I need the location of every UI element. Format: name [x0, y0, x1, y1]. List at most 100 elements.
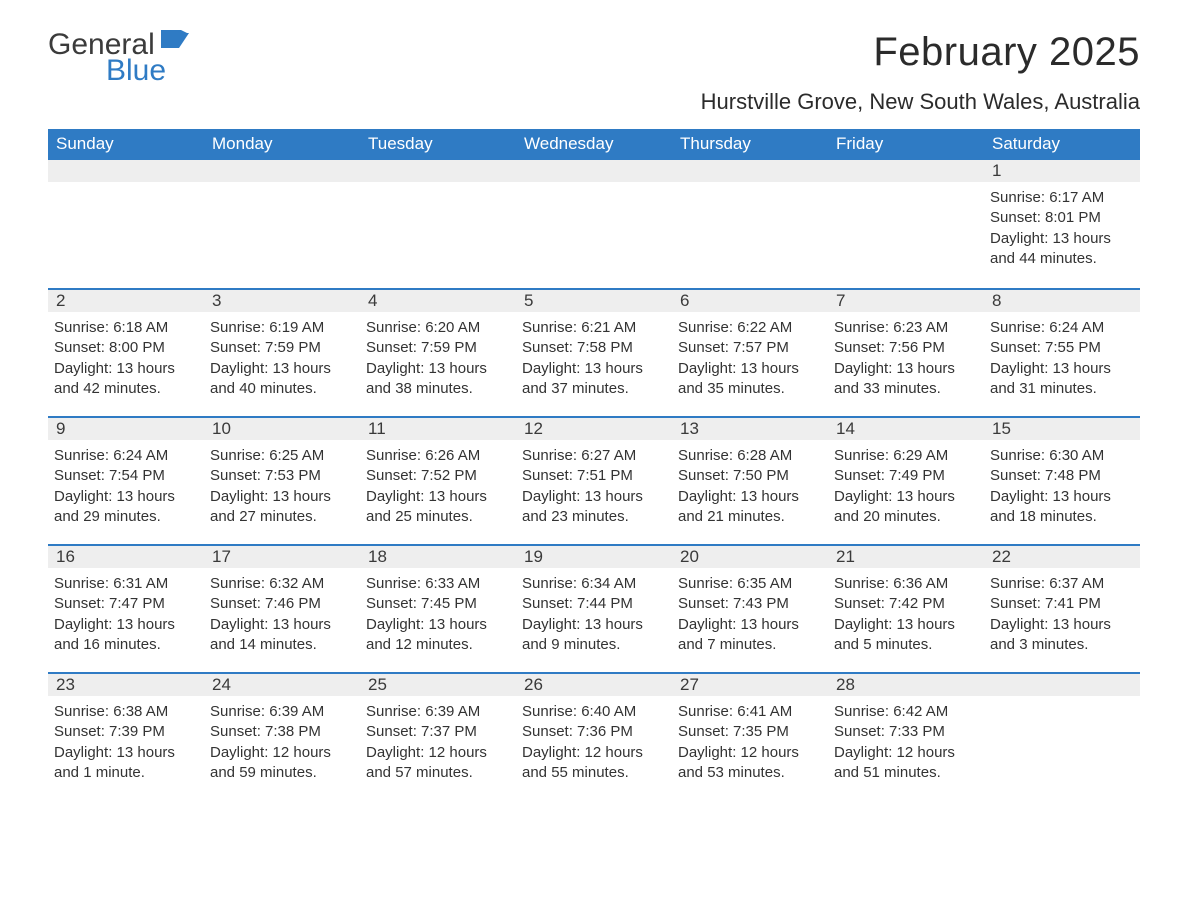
daylight-text: Daylight: 13 hours and 42 minutes. [54, 359, 198, 400]
calendar-day-cell: 3Sunrise: 6:19 AMSunset: 7:59 PMDaylight… [204, 290, 360, 416]
day-number-band [204, 160, 360, 182]
day-number-band: 21 [828, 546, 984, 568]
day-number-band: 14 [828, 418, 984, 440]
calendar-day-cell [984, 674, 1140, 800]
day-number-band [828, 160, 984, 182]
day-details: Sunrise: 6:36 AMSunset: 7:42 PMDaylight:… [834, 574, 978, 655]
day-details: Sunrise: 6:35 AMSunset: 7:43 PMDaylight:… [678, 574, 822, 655]
daylight-text: Daylight: 12 hours and 51 minutes. [834, 743, 978, 784]
sunrise-text: Sunrise: 6:35 AM [678, 574, 822, 594]
day-number-band [516, 160, 672, 182]
daylight-text: Daylight: 13 hours and 31 minutes. [990, 359, 1134, 400]
day-details: Sunrise: 6:31 AMSunset: 7:47 PMDaylight:… [54, 574, 198, 655]
day-number: 23 [50, 675, 75, 694]
sunset-text: Sunset: 7:37 PM [366, 722, 510, 742]
day-number-band: 24 [204, 674, 360, 696]
day-details: Sunrise: 6:21 AMSunset: 7:58 PMDaylight:… [522, 318, 666, 399]
day-details: Sunrise: 6:39 AMSunset: 7:38 PMDaylight:… [210, 702, 354, 783]
day-number: 25 [362, 675, 387, 694]
calendar-day-cell [516, 160, 672, 288]
day-number-band: 8 [984, 290, 1140, 312]
day-number-band: 25 [360, 674, 516, 696]
sunset-text: Sunset: 7:44 PM [522, 594, 666, 614]
daylight-text: Daylight: 13 hours and 7 minutes. [678, 615, 822, 656]
daylight-text: Daylight: 13 hours and 25 minutes. [366, 487, 510, 528]
day-details: Sunrise: 6:24 AMSunset: 7:54 PMDaylight:… [54, 446, 198, 527]
dow-tuesday: Tuesday [360, 129, 516, 160]
day-number: 8 [986, 291, 1001, 310]
day-number-band [984, 674, 1140, 696]
day-number-band: 11 [360, 418, 516, 440]
sunset-text: Sunset: 7:38 PM [210, 722, 354, 742]
day-details: Sunrise: 6:37 AMSunset: 7:41 PMDaylight:… [990, 574, 1134, 655]
sunrise-text: Sunrise: 6:31 AM [54, 574, 198, 594]
daylight-text: Daylight: 13 hours and 29 minutes. [54, 487, 198, 528]
calendar-day-cell: 25Sunrise: 6:39 AMSunset: 7:37 PMDayligh… [360, 674, 516, 800]
sunrise-text: Sunrise: 6:38 AM [54, 702, 198, 722]
sunrise-text: Sunrise: 6:24 AM [54, 446, 198, 466]
day-number: 6 [674, 291, 689, 310]
daylight-text: Daylight: 13 hours and 5 minutes. [834, 615, 978, 656]
day-details: Sunrise: 6:25 AMSunset: 7:53 PMDaylight:… [210, 446, 354, 527]
sunset-text: Sunset: 7:45 PM [366, 594, 510, 614]
day-number [986, 675, 992, 694]
calendar-day-cell [48, 160, 204, 288]
calendar-week: 1Sunrise: 6:17 AMSunset: 8:01 PMDaylight… [48, 160, 1140, 288]
daylight-text: Daylight: 13 hours and 20 minutes. [834, 487, 978, 528]
day-number: 3 [206, 291, 221, 310]
calendar-week: 9Sunrise: 6:24 AMSunset: 7:54 PMDaylight… [48, 416, 1140, 544]
sunset-text: Sunset: 7:52 PM [366, 466, 510, 486]
calendar-day-cell: 21 Sunrise: 6:36 AMSunset: 7:42 PMDayligh… [828, 546, 984, 672]
sunrise-text: Sunrise: 6:29 AM [834, 446, 978, 466]
location-subtitle: Hurstville Grove, New South Wales, Austr… [701, 89, 1140, 115]
sunset-text: Sunset: 7:42 PM [834, 594, 978, 614]
day-number: 24 [206, 675, 231, 694]
daylight-text: Daylight: 13 hours and 14 minutes. [210, 615, 354, 656]
calendar-day-cell: 4Sunrise: 6:20 AMSunset: 7:59 PMDaylight… [360, 290, 516, 416]
day-number: 11 [362, 419, 386, 438]
calendar-day-cell: 28Sunrise: 6:42 AMSunset: 7:33 PMDayligh… [828, 674, 984, 800]
calendar-week: 16 Sunrise: 6:31 AMSunset: 7:47 PMDayligh… [48, 544, 1140, 672]
sunset-text: Sunset: 7:55 PM [990, 338, 1134, 358]
sunrise-text: Sunrise: 6:42 AM [834, 702, 978, 722]
day-number: 18 [362, 547, 387, 566]
calendar-day-cell: 14Sunrise: 6:29 AMSunset: 7:49 PMDayligh… [828, 418, 984, 544]
sunrise-text: Sunrise: 6:27 AM [522, 446, 666, 466]
dow-thursday: Thursday [672, 129, 828, 160]
day-number-band: 1 [984, 160, 1140, 182]
calendar-day-cell: 20Sunrise: 6:35 AMSunset: 7:43 PMDayligh… [672, 546, 828, 672]
daylight-text: Daylight: 13 hours and 16 minutes. [54, 615, 198, 656]
day-number-band: 12 [516, 418, 672, 440]
day-number-band: 28 [828, 674, 984, 696]
daylight-text: Daylight: 13 hours and 23 minutes. [522, 487, 666, 528]
daylight-text: Daylight: 13 hours and 12 minutes. [366, 615, 510, 656]
day-details: Sunrise: 6:23 AMSunset: 7:56 PMDaylight:… [834, 318, 978, 399]
day-details: Sunrise: 6:18 AMSunset: 8:00 PMDaylight:… [54, 318, 198, 399]
day-details: Sunrise: 6:41 AMSunset: 7:35 PMDaylight:… [678, 702, 822, 783]
sunset-text: Sunset: 7:59 PM [210, 338, 354, 358]
day-details: Sunrise: 6:40 AMSunset: 7:36 PMDaylight:… [522, 702, 666, 783]
dow-sunday: Sunday [48, 129, 204, 160]
day-number: 14 [830, 419, 855, 438]
calendar-day-cell: 24 Sunrise: 6:39 AMSunset: 7:38 PMDayligh… [204, 674, 360, 800]
sunrise-text: Sunrise: 6:18 AM [54, 318, 198, 338]
daylight-text: Daylight: 13 hours and 1 minute. [54, 743, 198, 784]
sunset-text: Sunset: 7:59 PM [366, 338, 510, 358]
sunset-text: Sunset: 7:54 PM [54, 466, 198, 486]
day-number-band: 4 [360, 290, 516, 312]
daylight-text: Daylight: 13 hours and 27 minutes. [210, 487, 354, 528]
day-number-band: 5 [516, 290, 672, 312]
daylight-text: Daylight: 12 hours and 55 minutes. [522, 743, 666, 784]
daylight-text: Daylight: 12 hours and 59 minutes. [210, 743, 354, 784]
calendar-day-cell: 22Sunrise: 6:37 AMSunset: 7:41 PMDayligh… [984, 546, 1140, 672]
day-details: Sunrise: 6:28 AMSunset: 7:50 PMDaylight:… [678, 446, 822, 527]
day-number: 16 [50, 547, 75, 566]
day-number: 10 [206, 419, 231, 438]
day-details: Sunrise: 6:33 AMSunset: 7:45 PMDaylight:… [366, 574, 510, 655]
day-details: Sunrise: 6:38 AMSunset: 7:39 PMDaylight:… [54, 702, 198, 783]
day-details: Sunrise: 6:34 AMSunset: 7:44 PMDaylight:… [522, 574, 666, 655]
calendar-day-cell: 17Sunrise: 6:32 AMSunset: 7:46 PMDayligh… [204, 546, 360, 672]
day-number: 15 [986, 419, 1011, 438]
calendar-day-cell: 27Sunrise: 6:41 AMSunset: 7:35 PMDayligh… [672, 674, 828, 800]
day-number: 7 [830, 291, 845, 310]
